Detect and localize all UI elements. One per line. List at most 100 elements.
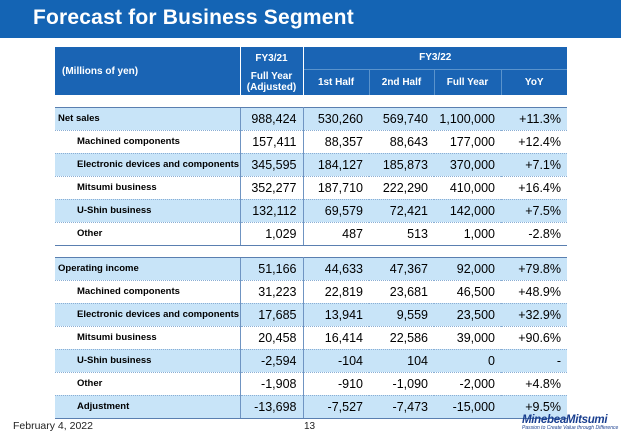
title-bar (0, 0, 621, 38)
cell-yoy: -2.8% (501, 222, 567, 246)
cell-2nd-half: 88,643 (369, 130, 434, 154)
cell-2nd-half: 72,421 (369, 199, 434, 223)
row-label: Machined components (55, 130, 240, 154)
cell-yoy: +9.5% (501, 395, 567, 419)
col-1st-half: 1st Half (302, 68, 369, 95)
cell-fy21: 17,685 (239, 303, 304, 327)
cell-fy21: 132,112 (239, 199, 304, 223)
cell-yoy: +90.6% (501, 326, 567, 350)
cell-yoy: - (501, 349, 567, 373)
cell-1st-half: -7,527 (303, 395, 369, 419)
cell-full-year: 0 (434, 349, 501, 373)
table-row: Electronic devices and components 17,685… (55, 303, 567, 327)
cell-2nd-half: 104 (369, 349, 434, 373)
col-full-year: Full Year (433, 68, 501, 95)
cell-1st-half: 184,127 (303, 153, 369, 177)
forecast-table: (Millions of yen) FY3/21 FY3/22 Full Yea… (55, 47, 567, 419)
cell-1st-half: 530,260 (303, 106, 369, 131)
cell-full-year: 92,000 (434, 256, 501, 281)
cell-full-year: 1,000 (434, 222, 501, 246)
footer-date: February 4, 2022 (13, 420, 93, 432)
table-row: Other 1,029 487 513 1,000 -2.8% (55, 222, 567, 246)
logo-tagline: Passion to Create Value through Differen… (522, 425, 619, 431)
cell-full-year: 23,500 (434, 303, 501, 327)
cell-2nd-half: 569,740 (369, 106, 434, 131)
table-row: U-Shin business 132,112 69,579 72,421 14… (55, 199, 567, 223)
company-logo: MinebeaMitsumi Passion to Create Value t… (522, 414, 619, 438)
cell-full-year: -15,000 (434, 395, 501, 419)
row-label: Net sales (55, 106, 240, 131)
cell-full-year: 177,000 (434, 130, 501, 154)
row-label: Electronic devices and components (55, 303, 240, 327)
table-row: Machined components 157,411 88,357 88,64… (55, 130, 567, 154)
cell-full-year: 46,500 (434, 280, 501, 304)
col-yoy: YoY (500, 68, 567, 95)
logo-name: MinebeaMitsumi (522, 414, 608, 426)
cell-1st-half: 13,941 (303, 303, 369, 327)
cell-1st-half: 69,579 (303, 199, 369, 223)
cell-fy21: 1,029 (239, 222, 304, 246)
row-label: Other (55, 222, 240, 246)
cell-full-year: -2,000 (434, 372, 501, 396)
cell-2nd-half: 47,367 (369, 256, 434, 281)
cell-fy21: 352,277 (239, 176, 304, 200)
cell-2nd-half: 22,586 (369, 326, 434, 350)
table-row: Electronic devices and components 345,59… (55, 153, 567, 177)
cell-2nd-half: 9,559 (369, 303, 434, 327)
cell-yoy: +48.9% (501, 280, 567, 304)
row-label: Mitsumi business (55, 326, 240, 350)
fy21-sub-line2: (Adjusted) (246, 82, 297, 93)
table-row: Mitsumi business 20,458 16,414 22,586 39… (55, 326, 567, 350)
row-label: U-Shin business (55, 349, 240, 373)
table-row: U-Shin business -2,594 -104 104 0 - (55, 349, 567, 373)
cell-full-year: 142,000 (434, 199, 501, 223)
cell-full-year: 410,000 (434, 176, 501, 200)
cell-yoy: +7.5% (501, 199, 567, 223)
cell-fy21: -13,698 (239, 395, 304, 419)
table-row: Adjustment -13,698 -7,527 -7,473 -15,000… (55, 395, 567, 419)
cell-fy21: 988,424 (239, 106, 304, 131)
row-label: Mitsumi business (55, 176, 240, 200)
cell-1st-half: 44,633 (303, 256, 369, 281)
cell-fy21: 20,458 (239, 326, 304, 350)
cell-yoy: +32.9% (501, 303, 567, 327)
row-label: U-Shin business (55, 199, 240, 223)
cell-1st-half: -104 (303, 349, 369, 373)
fy21-sub-line1: Full Year (250, 71, 293, 82)
net-sales-row: Net sales 988,424 530,260 569,740 1,100,… (55, 106, 567, 131)
fy21-subheader: Full Year (Adjusted) (239, 69, 304, 95)
cell-yoy: +79.8% (501, 256, 567, 281)
cell-yoy: +7.1% (501, 153, 567, 177)
fy21-header: FY3/21 (239, 47, 304, 69)
table-row: Machined components 31,223 22,819 23,681… (55, 280, 567, 304)
cell-yoy: +12.4% (501, 130, 567, 154)
cell-2nd-half: 185,873 (369, 153, 434, 177)
page-number: 13 (304, 421, 316, 432)
cell-2nd-half: 23,681 (369, 280, 434, 304)
row-label: Operating income (55, 256, 240, 281)
table-row: Mitsumi business 352,277 187,710 222,290… (55, 176, 567, 200)
cell-1st-half: 487 (303, 222, 369, 246)
cell-2nd-half: -1,090 (369, 372, 434, 396)
cell-2nd-half: 222,290 (369, 176, 434, 200)
operating-income-row: Operating income 51,166 44,633 47,367 92… (55, 256, 567, 281)
cell-1st-half: 22,819 (303, 280, 369, 304)
cell-1st-half: 187,710 (303, 176, 369, 200)
cell-full-year: 1,100,000 (434, 106, 501, 131)
cell-full-year: 370,000 (434, 153, 501, 177)
cell-2nd-half: -7,473 (369, 395, 434, 419)
cell-yoy: +16.4% (501, 176, 567, 200)
col-2nd-half: 2nd Half (368, 68, 434, 95)
cell-fy21: -2,594 (239, 349, 304, 373)
row-label: Other (55, 372, 240, 396)
cell-2nd-half: 513 (369, 222, 434, 246)
cell-fy21: 31,223 (239, 280, 304, 304)
row-label: Machined components (55, 280, 240, 304)
cell-1st-half: -910 (303, 372, 369, 396)
cell-yoy: +11.3% (501, 106, 567, 131)
cell-full-year: 39,000 (434, 326, 501, 350)
cell-fy21: 345,595 (239, 153, 304, 177)
cell-fy21: 51,166 (239, 256, 304, 281)
cell-1st-half: 88,357 (303, 130, 369, 154)
cell-yoy: +4.8% (501, 372, 567, 396)
